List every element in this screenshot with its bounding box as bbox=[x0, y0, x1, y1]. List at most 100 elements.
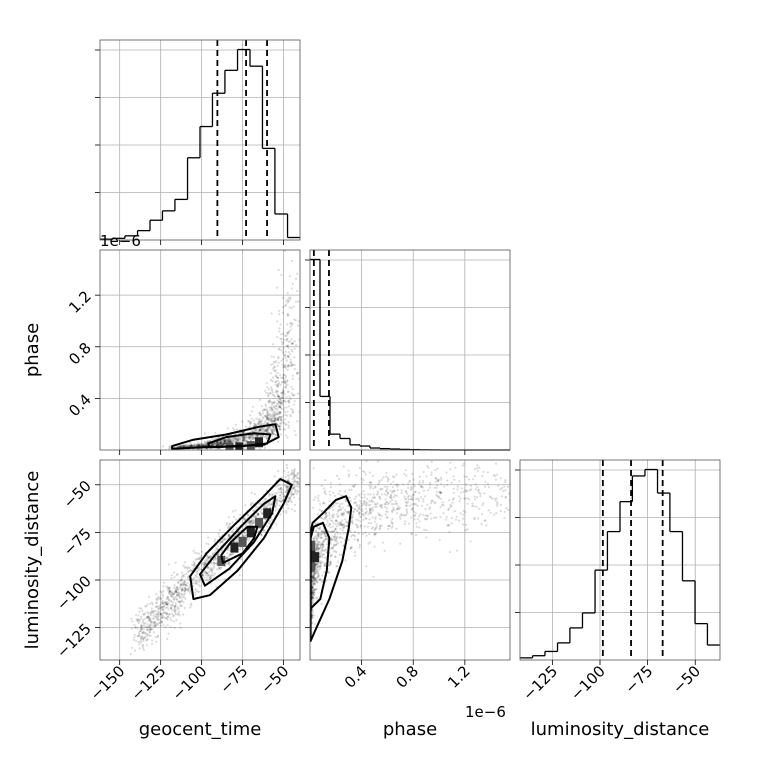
geocent-time-vs-phase-sample-655 bbox=[182, 445, 185, 448]
phase-vs-luminosity-distance-sample-839 bbox=[456, 488, 459, 491]
geocent-time-vs-phase-sample-1139 bbox=[258, 422, 261, 425]
geocent-time-vs-phase-sample-934 bbox=[287, 346, 290, 350]
phase-vs-luminosity-distance-sample-1326 bbox=[318, 565, 321, 569]
geocent-time-vs-phase-plot-area bbox=[161, 250, 300, 450]
phase-vs-luminosity-distance-sample-118 bbox=[350, 499, 353, 502]
geocent-time-vs-phase-sample-1205 bbox=[237, 439, 240, 442]
phase-vs-luminosity-distance-sample-113 bbox=[350, 535, 353, 538]
phase-vs-luminosity-distance-sample-1071 bbox=[336, 510, 339, 513]
geocent-time-vs-phase-sample-407 bbox=[268, 399, 271, 402]
phase-vs-luminosity-distance-sample-1335 bbox=[317, 547, 320, 551]
geocent-time-vs-phase-sample-103 bbox=[277, 395, 280, 398]
geocent-time-vs-phase-sample-1251 bbox=[200, 442, 203, 445]
geocent-time-vs-luminosity-distance-sample-1118 bbox=[156, 599, 159, 602]
geocent-time-vs-luminosity-distance-sample-1306 bbox=[174, 609, 177, 613]
phase-vs-luminosity-distance-sample-1164 bbox=[405, 512, 409, 515]
geocent-time-vs-phase-sample-946 bbox=[255, 429, 258, 432]
geocent-time-vs-phase-sample-243 bbox=[283, 422, 286, 425]
phase-vs-luminosity-distance-sample-536 bbox=[334, 543, 338, 547]
phase-vs-luminosity-distance-sample-1300 bbox=[311, 610, 314, 613]
geocent-time-vs-luminosity-distance-sample-420 bbox=[294, 474, 297, 477]
geocent-time-vs-luminosity-distance-sample-1088 bbox=[285, 509, 288, 513]
geocent-time-vs-phase-sample-717 bbox=[196, 443, 199, 446]
geocent-time-vs-luminosity-distance-sample-975 bbox=[283, 470, 286, 473]
phase-vs-luminosity-distance-sample-923 bbox=[318, 578, 321, 582]
geocent-time-vs-luminosity-distance-sample-918 bbox=[216, 554, 219, 557]
geocent-time-vs-luminosity-distance-sample-1007 bbox=[201, 573, 204, 576]
geocent-time-vs-phase-sample-315 bbox=[272, 406, 275, 409]
geocent-time-vs-luminosity-distance-sample-852 bbox=[297, 485, 300, 488]
geocent-time-vs-luminosity-distance-sample-302 bbox=[179, 605, 182, 608]
phase-vs-luminosity-distance-sample-506 bbox=[426, 489, 430, 492]
geocent-time-vs-luminosity-distance-sample-921 bbox=[171, 593, 174, 596]
geocent-time-vs-phase-sample-969 bbox=[206, 440, 209, 443]
geocent-time-vs-luminosity-distance-sample-853 bbox=[169, 607, 173, 610]
geocent-time-vs-luminosity-distance-sample-44 bbox=[227, 516, 231, 519]
phase-vs-luminosity-distance-sample-791 bbox=[396, 489, 399, 492]
geocent-time-vs-luminosity-distance-sample-1253 bbox=[148, 617, 151, 620]
geocent-time-vs-luminosity-distance-sample-741 bbox=[181, 588, 184, 591]
geocent-time-vs-phase-sample-1371 bbox=[287, 421, 290, 424]
phase-vs-luminosity-distance-sample-1301 bbox=[363, 499, 366, 502]
phase-vs-luminosity-distance-sample-40 bbox=[324, 532, 327, 535]
geocent-time-vs-phase-sample-1045 bbox=[258, 398, 262, 401]
geocent-time-vs-luminosity-distance-sample-1338 bbox=[279, 494, 282, 497]
phase-vs-luminosity-distance-sample-940 bbox=[319, 579, 322, 582]
geocent-time-vs-luminosity-distance-sample-578 bbox=[195, 579, 198, 583]
geocent-time-vs-luminosity-distance-sample-996 bbox=[281, 495, 284, 498]
phase-vs-luminosity-distance-sample-373 bbox=[329, 542, 332, 545]
phase-vs-luminosity-distance-sample-909 bbox=[371, 509, 375, 512]
geocent-time-vs-luminosity-distance-sample-959 bbox=[176, 573, 179, 576]
geocent-time-vs-luminosity-distance-sample-581 bbox=[281, 488, 285, 492]
phase-vs-luminosity-distance-sample-15 bbox=[325, 514, 329, 518]
phase-vs-luminosity-distance-sample-1399 bbox=[457, 495, 461, 498]
geocent-time-vs-luminosity-distance-sample-1004 bbox=[286, 474, 290, 477]
phase-vs-luminosity-distance-sample-175 bbox=[323, 534, 326, 537]
phase-vs-luminosity-distance-sample-76 bbox=[477, 489, 480, 493]
geocent-time-vs-phase-sample-843 bbox=[271, 416, 274, 419]
phase-vs-luminosity-distance-sample-356 bbox=[367, 493, 370, 496]
phase-vs-luminosity-distance-sample-400 bbox=[315, 562, 319, 565]
phase-vs-luminosity-distance-sample-930 bbox=[342, 465, 345, 468]
geocent-time-vs-luminosity-distance-sample-1000 bbox=[192, 567, 195, 570]
geocent-time-vs-luminosity-distance-sample-286 bbox=[208, 574, 211, 577]
geocent-time-vs-luminosity-distance-sample-579 bbox=[166, 618, 169, 621]
phase-vs-luminosity-distance-sample-929 bbox=[334, 502, 337, 505]
geocent-time-vs-luminosity-distance-sample-1115 bbox=[209, 567, 213, 570]
geocent-time-vs-luminosity-distance-sample-770 bbox=[173, 610, 176, 613]
phase-vs-luminosity-distance-sample-525 bbox=[477, 517, 480, 520]
geocent-time-vs-phase-sample-251 bbox=[260, 414, 263, 417]
phase-vs-luminosity-distance-sample-1015 bbox=[462, 523, 465, 526]
geocent-time-vs-phase-sample-201 bbox=[296, 289, 299, 293]
geocent-time-vs-luminosity-distance-sample-905 bbox=[198, 568, 201, 571]
phase-vs-luminosity-distance-sample-1 bbox=[346, 521, 349, 525]
geocent-time-vs-phase-sample-661 bbox=[205, 443, 208, 446]
phase-vs-luminosity-distance-sample-213 bbox=[336, 535, 339, 538]
phase-vs-luminosity-distance-sample-592 bbox=[315, 588, 318, 591]
geocent-time-vs-luminosity-distance-sample-1364 bbox=[289, 472, 292, 476]
geocent-time-vs-luminosity-distance-sample-1114 bbox=[163, 605, 166, 608]
phase-vs-luminosity-distance-sample-1088 bbox=[347, 469, 350, 472]
phase-vs-luminosity-distance-sample-703 bbox=[458, 500, 461, 503]
phase-vs-luminosity-distance-sample-164 bbox=[320, 532, 323, 536]
geocent-time-vs-phase-sample-882 bbox=[292, 403, 295, 406]
geocent-time-vs-phase-sample-1165 bbox=[191, 444, 194, 447]
geocent-time-vs-luminosity-distance-sample-594 bbox=[292, 482, 295, 485]
geocent-time-vs-luminosity-distance-sample-1090 bbox=[253, 515, 256, 518]
geocent-time-vs-phase-sample-393 bbox=[259, 423, 262, 426]
phase-vs-luminosity-distance-sample-251 bbox=[315, 568, 318, 571]
phase-vs-luminosity-distance-sample-749 bbox=[379, 505, 382, 508]
phase-vs-luminosity-distance-sample-1133 bbox=[521, 513, 523, 515]
phase-vs-luminosity-distance-sample-1264 bbox=[474, 488, 477, 491]
geocent-time-vs-luminosity-distance-sample-929 bbox=[183, 590, 186, 593]
phase-vs-luminosity-distance-sample-1101 bbox=[314, 496, 317, 499]
geocent-time-vs-luminosity-distance-sample-1001 bbox=[260, 534, 263, 537]
phase-vs-luminosity-distance-sample-1142 bbox=[405, 504, 409, 507]
geocent-time-vs-luminosity-distance-sample-732 bbox=[164, 603, 168, 606]
geocent-time-vs-luminosity-distance-sample-165 bbox=[158, 621, 162, 625]
geocent-time-vs-luminosity-distance-sample-753 bbox=[182, 564, 185, 567]
phase-vs-luminosity-distance-sample-343 bbox=[353, 454, 355, 456]
phase-vs-luminosity-distance-sample-950 bbox=[400, 489, 403, 492]
geocent-time-vs-luminosity-distance-sample-355 bbox=[181, 584, 184, 587]
phase-vs-luminosity-distance-sample-1299 bbox=[412, 510, 416, 513]
